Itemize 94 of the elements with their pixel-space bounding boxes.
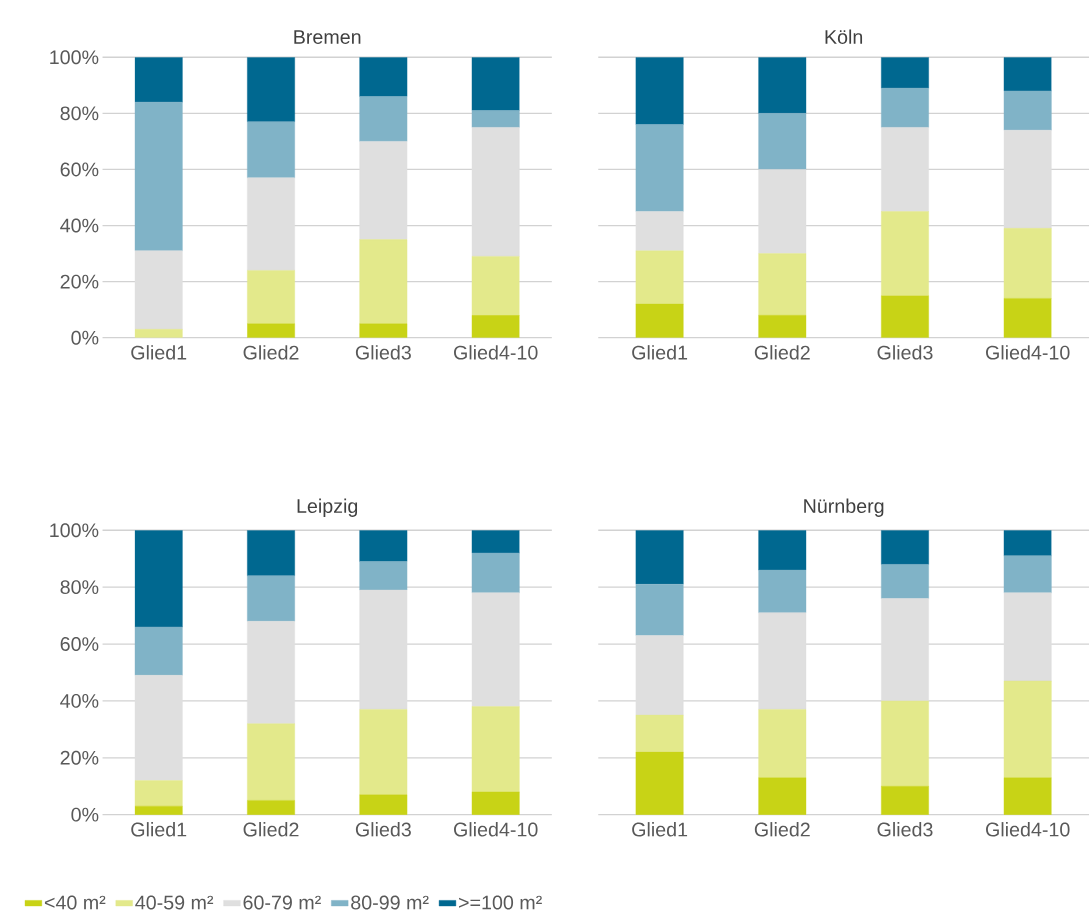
x-tick-label: Glied2 (243, 821, 299, 837)
chart-title: Nürnberg (804, 498, 884, 517)
y-tick-label: 80% (60, 580, 99, 594)
bar (1003, 227, 1052, 299)
y-tick-label: 20% (60, 750, 99, 765)
bar (881, 295, 929, 338)
bar (134, 626, 183, 676)
bar (1003, 680, 1052, 778)
bar (471, 127, 520, 257)
y-tick-label: 40% (60, 218, 99, 233)
bar (758, 57, 807, 114)
bar (247, 723, 295, 801)
y-tick-label: 100% (50, 50, 99, 65)
bar (635, 714, 684, 753)
bar (1003, 298, 1052, 338)
bar (359, 709, 408, 795)
x-tick-label: Glied2 (243, 344, 299, 360)
bar (758, 530, 807, 571)
chart-title: Leipzig (297, 498, 358, 517)
y-tick-label: 100% (50, 523, 99, 538)
y-tick-label: 80% (60, 106, 99, 121)
bar (134, 674, 183, 781)
bar (359, 96, 408, 142)
bar (247, 270, 295, 324)
y-tick-label: 40% (60, 693, 99, 708)
bar (635, 583, 684, 636)
bar (134, 250, 183, 330)
bar (1003, 57, 1052, 91)
x-tick-label: Glied3 (877, 344, 933, 360)
chart-title: Köln (825, 29, 863, 44)
y-tick-label: 0% (71, 807, 99, 822)
x-tick-label: Glied3 (355, 821, 411, 837)
bar (134, 780, 183, 807)
bar (635, 635, 684, 716)
bar (471, 110, 520, 128)
legend-label: 60-79 m² (243, 895, 321, 910)
chart-title: Bremen (294, 30, 361, 44)
x-tick-label: Glied1 (632, 821, 688, 837)
bar (881, 127, 929, 212)
x-tick-label: Glied4-10 (454, 344, 538, 360)
x-tick-label: Glied2 (754, 344, 810, 360)
bar (758, 113, 807, 170)
bar (359, 561, 408, 591)
bar (881, 700, 929, 787)
bar (635, 250, 684, 305)
legend-label: 40-59 m² (135, 895, 214, 910)
bar (1003, 530, 1052, 556)
bar (247, 177, 295, 271)
y-tick-label: 20% (60, 274, 99, 289)
bar (247, 620, 295, 724)
bar (635, 530, 684, 585)
bar (881, 530, 929, 565)
bar (758, 169, 807, 254)
x-tick-label: Glied3 (355, 344, 411, 360)
x-tick-label: Glied1 (632, 344, 688, 360)
bar (359, 141, 408, 240)
bar (881, 211, 929, 296)
legend-label: <40 m² (44, 895, 106, 910)
bar (758, 709, 807, 778)
bar (471, 592, 520, 707)
legend-label: >=100 m² (459, 895, 542, 910)
bar (471, 552, 520, 593)
bar (1003, 592, 1052, 682)
bar (635, 303, 684, 338)
bar (881, 564, 929, 599)
x-tick-label: Glied4-10 (454, 821, 538, 837)
bar (134, 101, 183, 251)
bar (635, 124, 684, 212)
bar (635, 211, 684, 251)
y-tick-label: 60% (60, 162, 99, 177)
bar (881, 598, 929, 701)
bar (758, 612, 807, 710)
x-tick-label: Glied4-10 (986, 821, 1070, 837)
bar (1003, 555, 1052, 593)
x-tick-label: Glied1 (131, 344, 187, 360)
y-tick-label: 60% (60, 636, 99, 651)
bar (1003, 129, 1052, 229)
x-tick-label: Glied1 (131, 821, 187, 837)
x-tick-label: Glied3 (877, 821, 933, 837)
bar (247, 121, 295, 178)
x-tick-label: Glied2 (754, 821, 810, 837)
bar (758, 569, 807, 613)
bar (635, 57, 684, 125)
bar (758, 253, 807, 316)
x-tick-label: Glied4-10 (986, 344, 1070, 360)
legend-label: 80-99 m² (351, 895, 429, 910)
bar (758, 314, 807, 338)
y-tick-label: 0% (71, 330, 99, 345)
bar (881, 57, 929, 89)
bar (471, 706, 520, 792)
bar (247, 575, 295, 622)
bar (881, 87, 929, 128)
bar (359, 589, 408, 710)
bar (1003, 90, 1052, 131)
